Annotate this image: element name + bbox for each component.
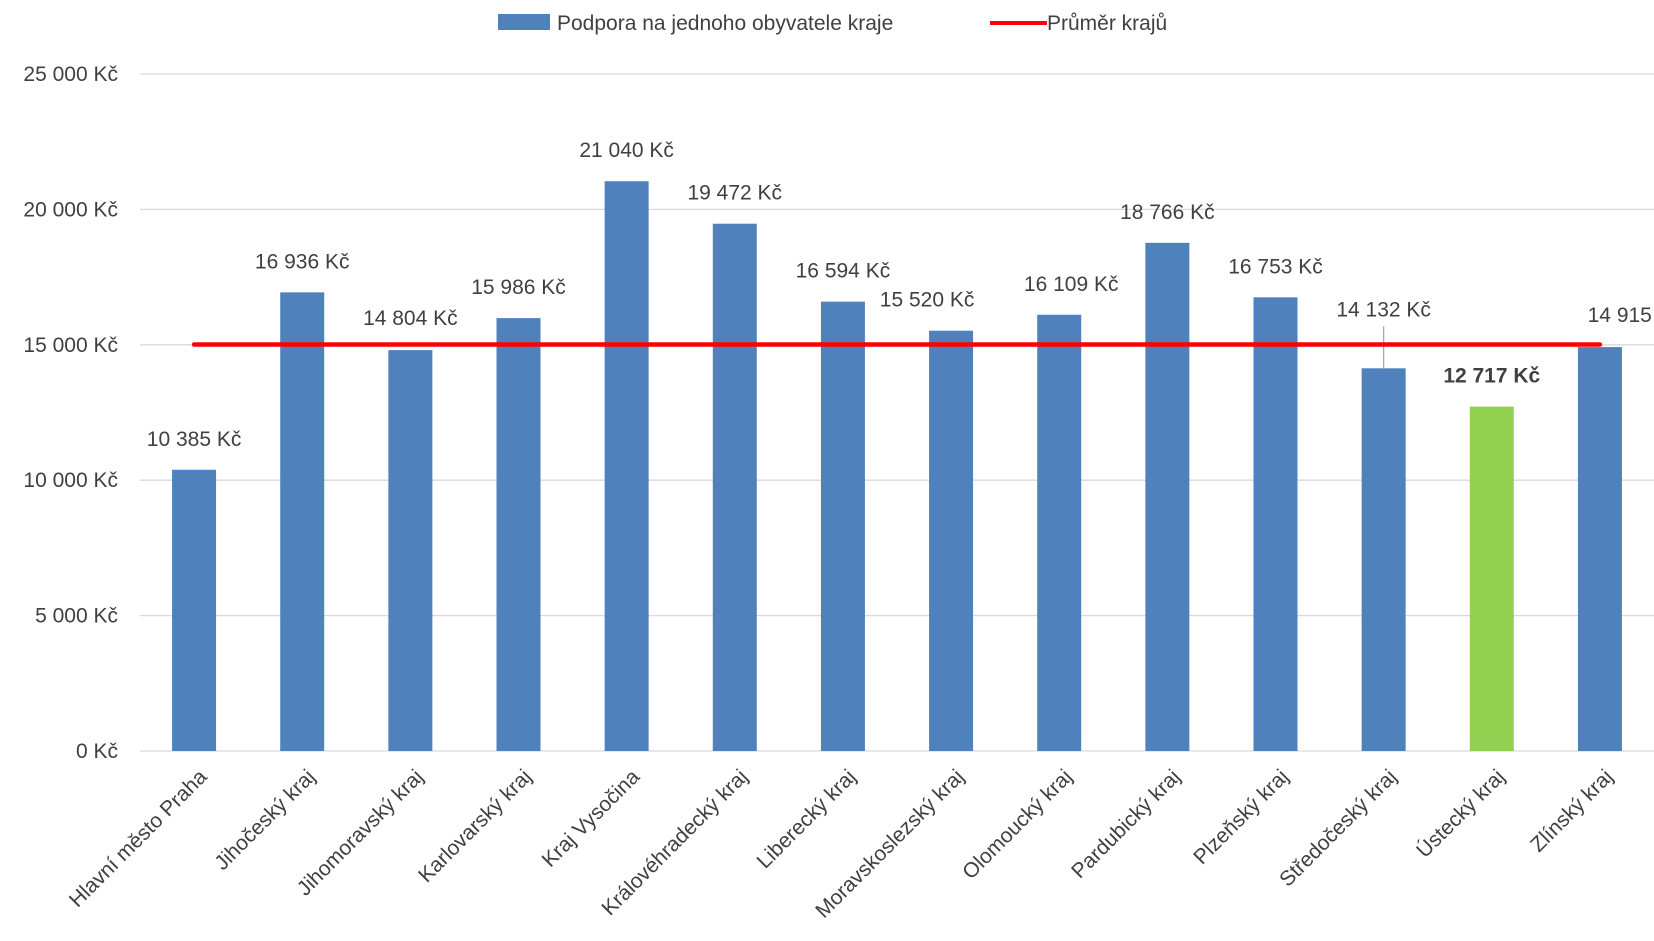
bar-10 (1145, 242, 1190, 752)
y-tick-label: 20 000 Kč (23, 198, 118, 221)
y-tick-label: 0 Kč (76, 740, 118, 763)
y-axis-tick-labels: 0 Kč 5 000 Kč 10 000 Kč 15 000 Kč 20 000 Kč 2… (23, 63, 118, 763)
bar-3 (388, 350, 433, 751)
data-label: 14 915 Kč (1588, 304, 1654, 327)
x-category-label: Zlínský kraj (1526, 765, 1617, 856)
data-label: 14 804 Kč (363, 307, 458, 330)
bar-6 (712, 223, 757, 751)
bars (172, 181, 1622, 752)
bar-5 (604, 181, 649, 751)
y-tick-label: 10 000 Kč (23, 469, 118, 492)
x-category-label: Pardubický kraj (1067, 765, 1185, 883)
data-label: 19 472 Kč (687, 182, 782, 205)
x-category-label: Jihočeský kraj (210, 765, 320, 875)
y-tick-label: 5 000 Kč (35, 605, 118, 628)
bar-2 (280, 292, 325, 751)
legend: Podpora na jednoho obyvatele kraje Průmě… (498, 12, 1167, 35)
x-category-label: Hlavní město Praha (65, 765, 212, 912)
data-label: 16 594 Kč (796, 260, 891, 283)
y-tick-label: 25 000 Kč (23, 63, 118, 86)
data-label: 15 986 Kč (471, 276, 566, 299)
bar-14 (1577, 347, 1622, 751)
legend-bar-label: Podpora na jednoho obyvatele kraje (557, 12, 893, 35)
x-category-label: Kraj Vysočina (538, 765, 645, 872)
data-labels: 10 385 Kč 16 936 Kč 14 804 Kč 15 986 Kč 21 0… (147, 139, 1654, 451)
x-category-label: Plzeňský kraj (1189, 765, 1293, 869)
x-category-label: Olomoucký kraj (958, 765, 1077, 884)
bar-8 (929, 330, 974, 751)
bar-9 (1037, 314, 1082, 751)
bar-4 (496, 318, 541, 751)
x-category-label: Ústecký kraj (1412, 765, 1509, 862)
bar-12 (1361, 368, 1406, 751)
x-category-label: Středočeský kraj (1275, 765, 1401, 891)
data-label: 15 520 Kč (880, 289, 975, 312)
data-label: 14 132 Kč (1336, 298, 1431, 321)
data-label: 16 109 Kč (1024, 273, 1119, 296)
bar-11 (1253, 297, 1298, 751)
data-label: 21 040 Kč (579, 139, 674, 162)
data-label: 16 753 Kč (1228, 255, 1323, 278)
data-label: 10 385 Kč (147, 428, 242, 451)
x-category-label: Karlovarský kraj (414, 765, 536, 887)
y-tick-label: 15 000 Kč (23, 334, 118, 357)
data-label: 18 766 Kč (1120, 201, 1215, 224)
bar-7 (820, 301, 865, 751)
x-category-label: Liberecký kraj (753, 765, 861, 873)
data-label: 12 717 Kč (1443, 365, 1540, 388)
bar-1 (172, 469, 217, 751)
bar-13 (1469, 406, 1514, 751)
data-label: 16 936 Kč (255, 250, 350, 273)
legend-bar-swatch (498, 14, 550, 30)
legend-line-label: Průměr krajů (1047, 12, 1167, 35)
gridlines (140, 73, 1654, 752)
